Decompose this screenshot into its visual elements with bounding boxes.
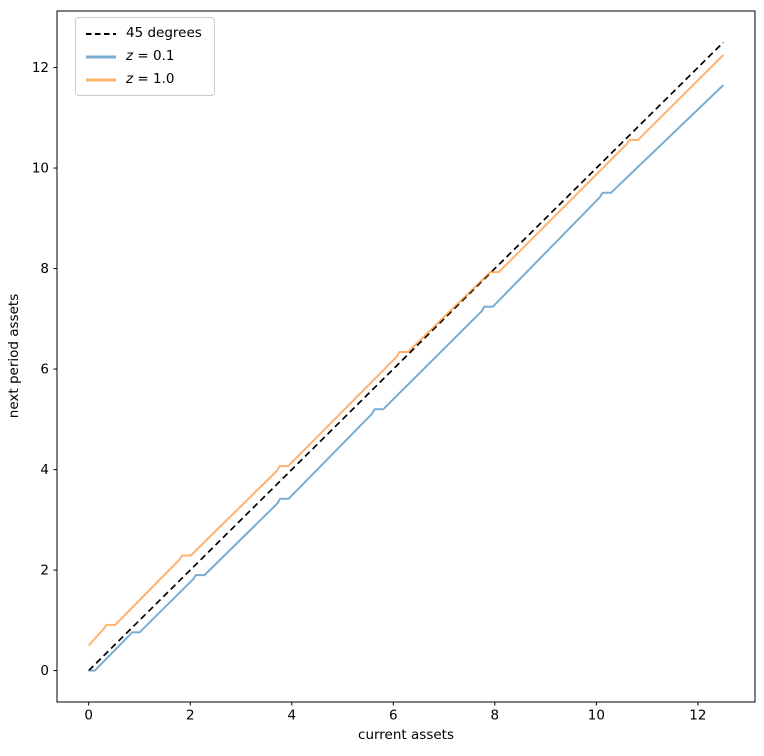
legend-label: z = 1.0 — [126, 71, 175, 87]
y-tick-label: 8 — [40, 261, 49, 277]
orange-line-sample-icon — [86, 78, 116, 81]
y-tick-label: 0 — [40, 663, 49, 679]
series-line-45-degrees — [88, 41, 724, 672]
blue-line-sample-icon — [86, 55, 116, 58]
axes-spines — [56, 10, 756, 703]
x-axis-label: current assets — [358, 727, 454, 743]
y-tick-label: 10 — [32, 161, 49, 177]
legend-label: 45 degrees — [126, 25, 202, 41]
x-tick-label: 6 — [389, 708, 398, 724]
x-tick-label: 0 — [84, 708, 93, 724]
y-tick-label: 6 — [40, 362, 49, 378]
legend-label: z = 0.1 — [126, 48, 175, 64]
x-tick-label: 12 — [689, 708, 706, 724]
series-line-z-1.0 — [87, 54, 725, 647]
x-tick-label: 10 — [588, 708, 605, 724]
legend: 45 degrees z = 0.1 z = 1.0 — [75, 17, 215, 96]
dashed-line-sample-icon — [86, 32, 116, 35]
y-tick-label: 2 — [40, 563, 49, 579]
y-axis-label: next period assets — [6, 293, 22, 419]
series-line-z-0.1 — [88, 84, 724, 672]
legend-item-z-0-1: z = 0.1 — [86, 49, 202, 64]
x-tick-label: 2 — [186, 708, 195, 724]
y-tick-label: 12 — [32, 60, 49, 76]
legend-item-z-1-0: z = 1.0 — [86, 72, 202, 87]
legend-item-45-degrees: 45 degrees — [86, 26, 202, 41]
y-tick-label: 4 — [40, 462, 49, 478]
x-tick-label: 8 — [491, 708, 500, 724]
x-tick-label: 4 — [287, 708, 296, 724]
